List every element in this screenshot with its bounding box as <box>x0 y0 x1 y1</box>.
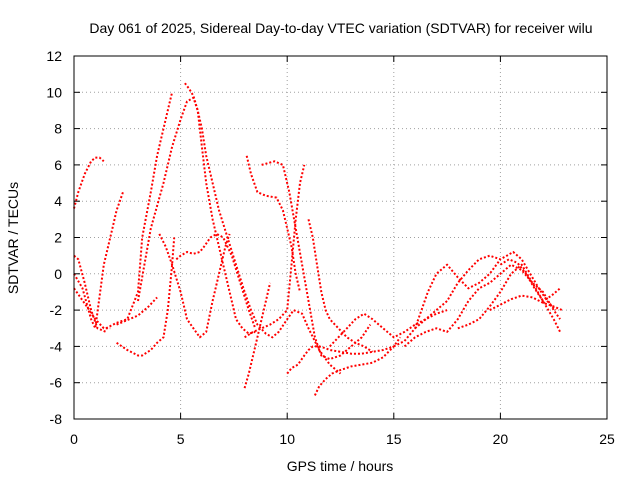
y-tick-label: 2 <box>54 230 62 246</box>
y-tick-label: 0 <box>54 266 62 282</box>
series-sat1 <box>73 156 105 209</box>
series-sat23 <box>457 263 561 333</box>
series-sat17 <box>307 219 374 353</box>
series-sat7 <box>116 296 158 326</box>
series-sat20 <box>393 258 502 348</box>
y-tick-label: -8 <box>50 411 63 427</box>
series-sat4 <box>73 287 111 330</box>
y-tick-label: 6 <box>54 157 62 173</box>
series-sat9 <box>158 233 231 339</box>
series-sat25 <box>499 258 561 302</box>
plot-frame <box>73 55 608 420</box>
y-tick-label: -4 <box>50 338 63 354</box>
y-tick-label: 10 <box>46 84 62 100</box>
x-axis-title: GPS time / hours <box>287 458 394 474</box>
grid <box>74 56 607 419</box>
series-sat3 <box>73 254 107 333</box>
y-tick-label: 4 <box>54 193 62 209</box>
series-sat21 <box>403 263 561 348</box>
series-sat12 <box>243 282 272 389</box>
chart-title: Day 061 of 2025, Sidereal Day-to-day VTE… <box>89 20 592 36</box>
series-sat6 <box>116 237 176 357</box>
series-sat14 <box>261 160 372 361</box>
y-tick-label: 8 <box>54 121 62 137</box>
series-sat16 <box>286 345 395 375</box>
series-layer <box>73 82 563 396</box>
series-sat15 <box>244 164 306 339</box>
axes: -8 -6 -4 -2 0 2 4 6 8 10 12 0 5 10 15 20 25 <box>46 48 615 447</box>
x-tick-label: 10 <box>279 431 295 447</box>
series-sat22 <box>414 251 557 330</box>
series-sat5 <box>105 92 174 330</box>
series-sat13 <box>245 155 301 293</box>
x-tick-label: 5 <box>177 431 185 447</box>
y-tick-label: -6 <box>50 375 63 391</box>
series-sat8 <box>137 96 256 335</box>
x-tick-label: 0 <box>70 431 78 447</box>
series-sat11 <box>175 232 257 329</box>
y-axis-title: SDTVAR / TECUs <box>5 182 21 294</box>
x-tick-label: 15 <box>386 431 402 447</box>
x-tick-label: 20 <box>493 431 509 447</box>
series-sat2 <box>73 191 124 330</box>
y-tick-label: -2 <box>50 302 63 318</box>
series-sat24 <box>489 294 563 312</box>
series-sat18 <box>313 336 402 396</box>
series-sat19 <box>329 309 448 348</box>
y-tick-label: 12 <box>46 48 62 64</box>
series-sat10 <box>184 82 342 375</box>
x-tick-label: 25 <box>599 431 615 447</box>
